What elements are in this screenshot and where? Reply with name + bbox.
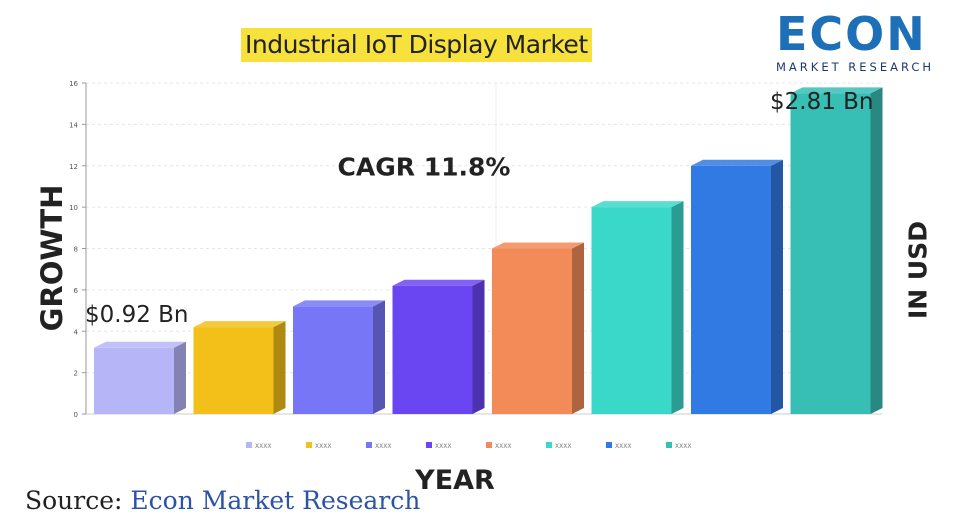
legend: XXXX XXXX XXXX XXXX XXXX XXXX XXXX XXXX (246, 442, 691, 450)
logo-wordmark: ECON (776, 7, 927, 61)
bar-side-0 (174, 341, 186, 414)
legend-swatch-0 (246, 442, 252, 448)
y-axis-label: GROWTH (35, 184, 69, 332)
bar-side-5 (671, 201, 684, 414)
bar-side-1 (273, 321, 286, 414)
bar-top-6 (691, 159, 783, 166)
legend-item-7: XXXX (666, 442, 691, 450)
source-line: Source: Econ Market Research (25, 484, 420, 518)
bar-1 (193, 321, 286, 414)
legend-label-3: XXXX (435, 443, 451, 450)
bar-top-5 (591, 201, 684, 208)
legend-item-3: XXXX (426, 442, 451, 450)
legend-label-6: XXXX (615, 443, 631, 450)
bar-side-4 (572, 242, 584, 414)
bar-front-6 (691, 165, 771, 414)
chart-title: Industrial IoT Display Market (241, 28, 592, 62)
legend-item-5: XXXX (546, 442, 571, 450)
bar-0 (94, 341, 186, 414)
legend-swatch-1 (306, 442, 312, 448)
legend-label-5: XXXX (555, 443, 571, 450)
bar-side-7 (870, 87, 883, 414)
bar-front-0 (94, 347, 174, 414)
bar-top-3 (392, 279, 485, 286)
source-name[interactable]: Econ Market Research (130, 486, 421, 515)
legend-label-2: XXXX (375, 443, 391, 450)
bar-top-2 (293, 300, 385, 307)
legend-item-2: XXXX (366, 442, 391, 450)
y-tick-label-3: 6 (74, 287, 79, 295)
y-tick-label-4: 8 (74, 246, 78, 254)
y-tick-label-0: 0 (74, 411, 78, 419)
y-tick-label-5: 10 (69, 204, 78, 212)
legend-swatch-3 (426, 442, 432, 448)
y-tick-label-6: 12 (69, 163, 78, 171)
legend-label-1: XXXX (315, 443, 331, 450)
currency-label: IN USD (903, 221, 933, 319)
legend-swatch-7 (666, 442, 672, 448)
y-tick-label-2: 4 (74, 328, 79, 336)
legend-label-0: XXXX (255, 443, 271, 450)
legend-item-1: XXXX (306, 442, 331, 450)
bar-top-0 (94, 341, 186, 348)
bar-series (94, 87, 883, 414)
bar-top-7 (790, 87, 883, 94)
bar-3 (392, 279, 485, 414)
legend-label-4: XXXX (495, 443, 511, 450)
legend-swatch-4 (486, 442, 492, 448)
bar-7 (790, 87, 883, 414)
logo-tagline: MARKET RESEARCH (776, 60, 935, 74)
bar-top-4 (492, 242, 584, 249)
end-value-annotation: $2.81 Bn (770, 89, 874, 115)
bar-2 (293, 300, 385, 414)
legend-label-7: XXXX (675, 443, 691, 450)
legend-swatch-5 (546, 442, 552, 448)
y-tick-labels: 0 2 4 6 8 10 12 14 16 (69, 80, 78, 419)
bar-5 (591, 201, 684, 414)
bar-front-1 (193, 327, 274, 414)
y-tick-label-1: 2 (74, 370, 78, 378)
legend-item-0: XXXX (246, 442, 271, 450)
y-tick-label-8: 16 (69, 80, 78, 88)
bar-front-7 (790, 93, 871, 414)
bar-4 (492, 242, 584, 414)
bar-side-6 (771, 159, 783, 414)
legend-swatch-2 (366, 442, 372, 448)
start-value-annotation: $0.92 Bn (85, 302, 189, 328)
x-axis-label: YEAR (415, 465, 495, 496)
econ-logo: ECON MARKET RESEARCH (776, 8, 946, 76)
legend-swatch-6 (606, 442, 612, 448)
bar-top-1 (193, 321, 286, 328)
y-tick-label-7: 14 (69, 121, 78, 129)
source-prefix: Source: (25, 486, 123, 515)
bar-front-5 (591, 207, 672, 414)
legend-item-4: XXXX (486, 442, 511, 450)
legend-item-6: XXXX (606, 442, 631, 450)
bar-side-2 (373, 300, 385, 414)
bar-front-4 (492, 248, 572, 414)
bar-side-3 (472, 279, 485, 414)
bar-front-3 (392, 285, 473, 414)
bar-front-2 (293, 306, 373, 414)
bar-6 (691, 159, 783, 414)
cagr-annotation: CAGR 11.8% (337, 152, 511, 182)
